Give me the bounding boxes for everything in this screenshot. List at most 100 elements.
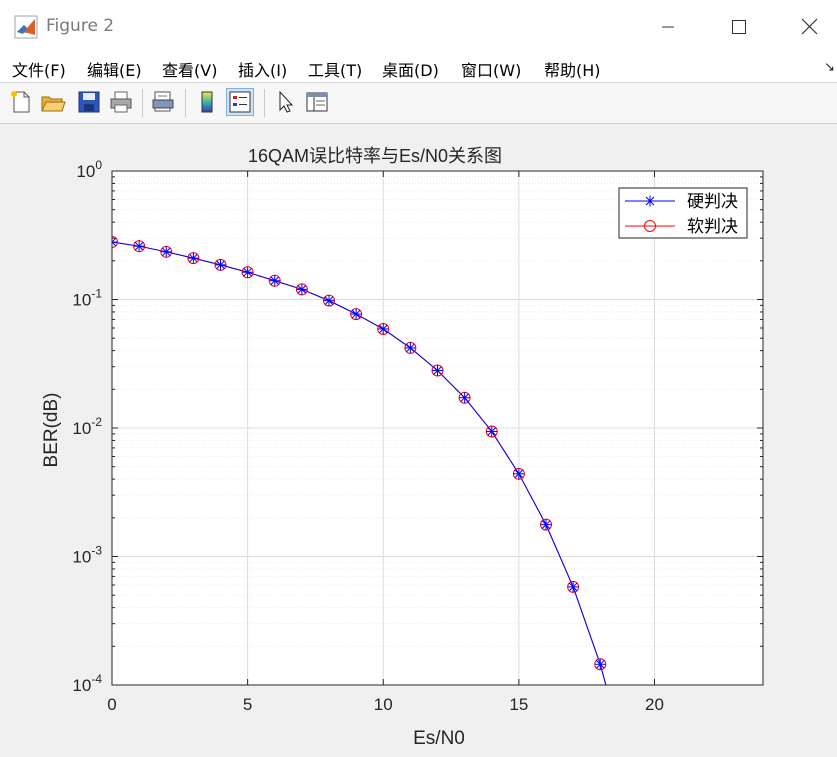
- x-tick-label: 10: [374, 695, 393, 714]
- y-tick-base: 10: [72, 291, 91, 310]
- legend-label-soft: 软判决: [687, 217, 738, 236]
- asterisk-stroke: [514, 469, 524, 479]
- new-figure-icon[interactable]: [8, 89, 34, 115]
- pointer-icon[interactable]: [272, 89, 298, 115]
- print-icon[interactable]: [108, 89, 134, 115]
- data-point-asterisk: [350, 308, 362, 320]
- series-layer: [112, 236, 607, 685]
- data-point-asterisk: [133, 240, 145, 252]
- y-tick-exponent: -1: [91, 287, 102, 301]
- x-tick-label: 15: [509, 695, 528, 714]
- tick-marks: [111, 170, 763, 686]
- menu-help[interactable]: 帮助(H): [544, 61, 601, 80]
- data-point-asterisk: [404, 342, 416, 354]
- property-editor-icon[interactable]: [304, 89, 330, 115]
- x-tick-labels: 0 5 10 15 20: [107, 695, 664, 714]
- asterisk-stroke: [112, 241, 117, 247]
- data-point-asterisk: [112, 236, 118, 248]
- menu-edit[interactable]: 编辑(E): [87, 61, 142, 80]
- toolbar: [0, 82, 837, 124]
- menu-window[interactable]: 窗口(W): [461, 61, 522, 80]
- data-point-asterisk: [459, 392, 471, 404]
- close-icon[interactable]: [786, 10, 832, 44]
- title-bar[interactable]: Figure 2: [0, 0, 837, 54]
- window-title: Figure 2: [46, 16, 115, 36]
- asterisk-stroke: [487, 427, 497, 436]
- asterisk-stroke: [645, 196, 655, 206]
- y-tick-label: 10-1: [72, 287, 102, 310]
- y-tick-base: 10: [76, 162, 95, 181]
- figure-canvas: 0 5 10 15 20 100 10-1 10-2 10-3 10-4 16QAM误比特率与E…: [5, 124, 832, 750]
- x-axis-label: Es/N0: [413, 728, 465, 749]
- x-tick-label: 0: [107, 695, 116, 714]
- y-tick-exponent: -3: [91, 544, 102, 558]
- matlab-logo-icon: [14, 15, 38, 39]
- minimize-icon[interactable]: [645, 10, 691, 44]
- asterisk-stroke: [378, 324, 388, 334]
- open-file-icon[interactable]: [40, 89, 66, 115]
- asterisk-stroke: [161, 247, 171, 257]
- legend-box: [618, 187, 748, 239]
- asterisk-stroke: [297, 285, 307, 294]
- data-point-asterisk: [377, 323, 389, 335]
- data-point-asterisk: [432, 365, 443, 377]
- asterisk-stroke: [351, 309, 361, 319]
- asterisk-stroke: [270, 276, 280, 286]
- legend-asterisk: [644, 195, 656, 207]
- y-tick-base: 10: [72, 548, 91, 567]
- y-tick-base: 10: [72, 419, 91, 438]
- y-tick-base: 10: [72, 676, 91, 695]
- asterisk-stroke: [433, 366, 442, 375]
- legend-label-hard: 硬判决: [687, 192, 738, 211]
- data-point-asterisk: [160, 246, 172, 258]
- menu-file[interactable]: 文件(F): [12, 61, 66, 80]
- colorbar-icon[interactable]: [194, 89, 220, 115]
- legend[interactable]: 硬判决 软判决: [618, 187, 748, 239]
- legend-marker-circle: [644, 220, 656, 232]
- data-point-asterisk: [323, 295, 335, 307]
- data-point-asterisk: [567, 581, 579, 593]
- save-icon[interactable]: [76, 89, 102, 115]
- y-tick-label: 100: [76, 158, 102, 181]
- x-tick-label: 20: [645, 695, 664, 714]
- asterisk-stroke: [541, 520, 551, 529]
- data-point-asterisk: [269, 275, 281, 287]
- menu-desktop[interactable]: 桌面(D): [382, 61, 439, 80]
- asterisk-stroke: [216, 260, 225, 270]
- y-tick-label: 10-3: [72, 544, 102, 567]
- asterisk-stroke: [189, 253, 198, 263]
- series-line-0: [112, 241, 607, 685]
- y-tick-exponent: -4: [91, 672, 102, 686]
- toolbar-separator: [185, 89, 186, 117]
- toolbar-separator: [264, 89, 265, 117]
- y-tick-label: 10-4: [72, 672, 102, 695]
- data-point-asterisk: [594, 658, 606, 670]
- toolbar-separator: [142, 89, 143, 117]
- asterisk-stroke: [460, 393, 469, 403]
- data-point-asterisk: [486, 425, 498, 437]
- maximize-icon[interactable]: [715, 10, 761, 44]
- menu-view[interactable]: 查看(V): [162, 61, 218, 80]
- data-point-asterisk: [296, 283, 308, 295]
- legend-marker-asterisk: [644, 195, 656, 207]
- asterisk-stroke: [324, 296, 334, 305]
- asterisk-stroke: [568, 582, 578, 592]
- data-point-asterisk: [215, 259, 226, 271]
- data-point-asterisk: [242, 266, 254, 278]
- asterisk-stroke: [243, 267, 252, 277]
- asterisk-stroke: [112, 237, 117, 243]
- print-preview-icon[interactable]: [150, 89, 176, 115]
- menu-insert[interactable]: 插入(I): [238, 61, 288, 80]
- legend-icon[interactable]: [226, 88, 254, 116]
- asterisk-stroke: [134, 241, 144, 251]
- menu-bar: 文件(F) 编辑(E) 查看(V) 插入(I) 工具(T) 桌面(D) 窗口(W…: [0, 54, 837, 82]
- chart-title: 16QAM误比特率与Es/N0关系图: [248, 146, 502, 166]
- x-tick-label: 5: [243, 695, 252, 714]
- asterisk-stroke: [406, 343, 415, 353]
- y-tick-exponent: 0: [95, 158, 102, 172]
- menu-overflow-icon[interactable]: ↘: [824, 60, 835, 75]
- menu-tools[interactable]: 工具(T): [308, 61, 363, 80]
